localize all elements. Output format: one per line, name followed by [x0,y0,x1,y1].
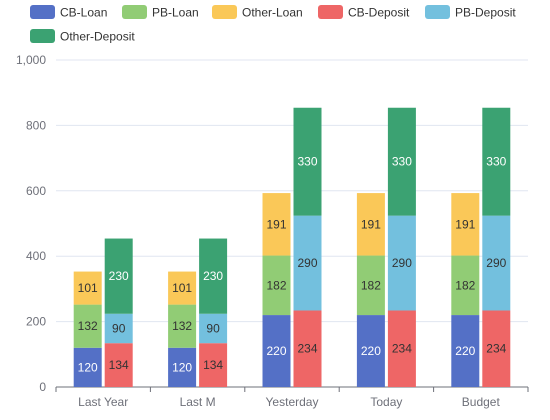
bar-cb-loan[interactable] [451,315,480,387]
bar-value-label: 191 [361,217,381,231]
x-category-label: Today [370,395,402,409]
x-category-label: Last Year [78,395,128,409]
bar-value-label: 134 [109,358,129,372]
bar-pb-loan[interactable] [73,304,102,348]
bar-pb-deposit[interactable] [387,215,416,311]
bar-cb-loan[interactable] [168,347,197,387]
bar-other-deposit[interactable] [293,107,322,216]
bar-value-label: 230 [203,269,223,283]
legend-swatch [318,5,343,19]
bar-pb-deposit[interactable] [199,313,228,344]
bar-other-loan[interactable] [73,271,102,305]
bar-cb-loan[interactable] [356,315,385,387]
legend-swatch [425,5,450,19]
bar-value-label: 330 [297,155,317,169]
legend-swatch [212,5,237,19]
bar-value-label: 234 [392,342,412,356]
bar-cb-deposit[interactable] [482,310,511,387]
bar-other-loan[interactable] [356,193,385,256]
legend-swatch [30,29,55,43]
y-tick-label: 600 [26,184,46,198]
legend-item-other-loan[interactable]: Other-Loan [212,5,303,20]
legend-label: CB-Loan [60,6,107,20]
bar-other-deposit[interactable] [104,238,133,314]
bar-value-label: 220 [455,344,475,358]
bar-other-loan[interactable] [451,193,480,256]
bar-value-label: 290 [392,256,412,270]
y-tick-label: 400 [26,249,46,263]
bar-pb-loan[interactable] [356,255,385,316]
bar-pb-deposit[interactable] [293,215,322,311]
legend-item-cb-deposit[interactable]: CB-Deposit [318,5,410,20]
legend-label: Other-Deposit [60,30,135,44]
legend-item-other-deposit[interactable]: Other-Deposit [30,29,135,44]
bar-other-loan[interactable] [262,193,291,256]
bar-value-label: 234 [486,342,506,356]
legend-label: CB-Deposit [348,6,410,20]
bar-cb-deposit[interactable] [104,343,133,387]
bar-cb-deposit[interactable] [199,343,228,387]
bar-value-label: 101 [172,281,192,295]
bar-value-label: 330 [392,155,412,169]
legend-label: Other-Loan [242,6,303,20]
bar-value-label: 90 [206,321,220,335]
bar-value-label: 290 [297,256,317,270]
legend-swatch [30,5,55,19]
bar-pb-loan[interactable] [451,255,480,316]
legend-swatch [122,5,147,19]
x-category-label: Last M [180,395,216,409]
bar-value-label: 101 [78,281,98,295]
x-category-label: Budget [462,395,501,409]
bar-cb-loan[interactable] [262,315,291,387]
y-tick-label: 200 [26,315,46,329]
x-category-label: Yesterday [266,395,319,409]
bar-value-label: 120 [172,360,192,374]
bar-cb-deposit[interactable] [293,310,322,387]
bar-value-label: 182 [455,278,475,292]
legend-item-pb-deposit[interactable]: PB-Deposit [425,5,516,20]
bar-value-label: 220 [361,344,381,358]
bar-other-deposit[interactable] [199,238,228,314]
legend-label: PB-Deposit [455,6,516,20]
bar-value-label: 191 [266,217,286,231]
bar-pb-loan[interactable] [262,255,291,316]
legend-item-cb-loan[interactable]: CB-Loan [30,5,107,20]
bar-pb-deposit[interactable] [104,313,133,344]
bar-value-label: 90 [112,321,126,335]
bar-pb-loan[interactable] [168,304,197,348]
bar-value-label: 120 [78,360,98,374]
bar-value-label: 134 [203,358,223,372]
bar-cb-deposit[interactable] [387,310,416,387]
y-tick-label: 800 [26,118,46,132]
bar-value-label: 132 [172,319,192,333]
legend-item-pb-loan[interactable]: PB-Loan [122,5,199,20]
bar-value-label: 290 [486,256,506,270]
y-tick-label: 0 [39,380,46,394]
bar-value-label: 234 [297,342,317,356]
bar-other-deposit[interactable] [482,107,511,216]
legend-label: PB-Loan [152,6,199,20]
bar-value-label: 220 [266,344,286,358]
bar-other-loan[interactable] [168,271,197,305]
bar-pb-deposit[interactable] [482,215,511,311]
bar-value-label: 182 [266,278,286,292]
bar-cb-loan[interactable] [73,347,102,387]
bar-value-label: 230 [109,269,129,283]
bar-value-label: 182 [361,278,381,292]
bar-value-label: 330 [486,155,506,169]
bar-value-label: 132 [78,319,98,333]
y-tick-label: 1,000 [16,53,46,67]
bar-value-label: 191 [455,217,475,231]
bar-other-deposit[interactable] [387,107,416,216]
